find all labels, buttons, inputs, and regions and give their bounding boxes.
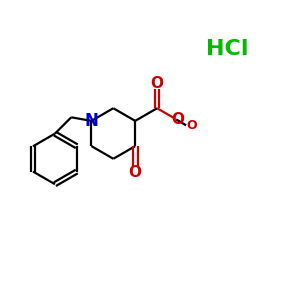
Text: O: O <box>172 112 184 127</box>
Text: O: O <box>187 119 197 132</box>
Text: HCl: HCl <box>206 39 248 59</box>
Text: O: O <box>151 76 164 91</box>
Text: N: N <box>85 112 98 130</box>
Text: O: O <box>129 165 142 180</box>
